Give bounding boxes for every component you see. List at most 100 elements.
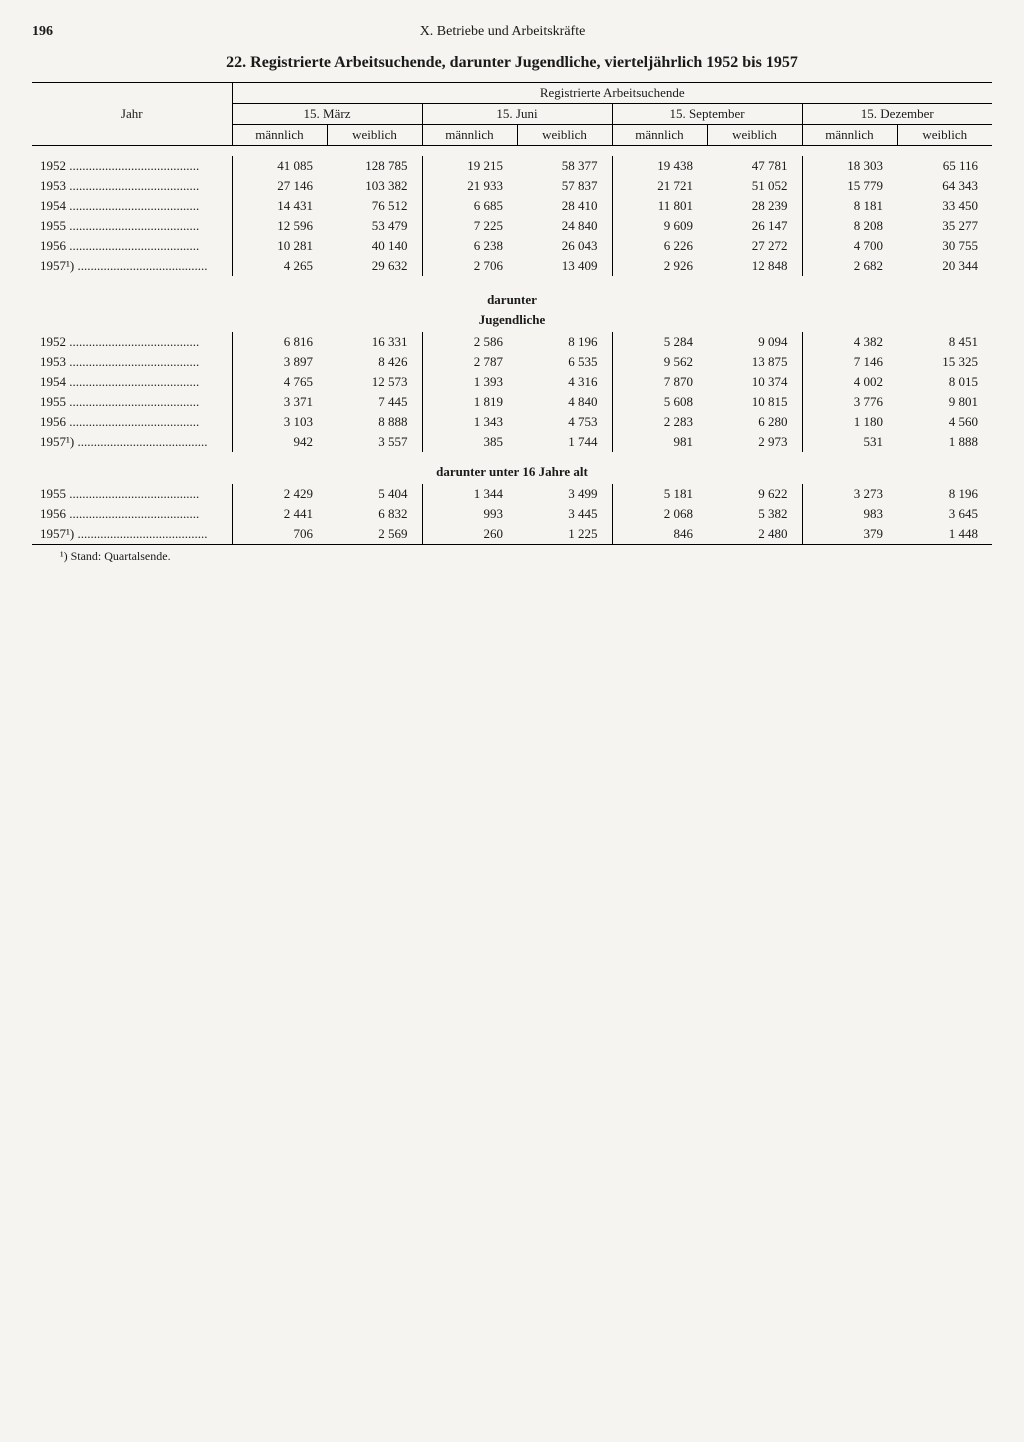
value-cell: 1 343	[422, 412, 517, 432]
chapter-title: X. Betriebe und Arbeitskräfte	[53, 24, 952, 40]
year-cell: 1953 ...................................…	[32, 352, 232, 372]
value-cell: 5 284	[612, 332, 707, 352]
value-cell: 6 280	[707, 412, 802, 432]
value-cell: 26 147	[707, 216, 802, 236]
year-cell: 1954 ...................................…	[32, 372, 232, 392]
table-row: 1955 ...................................…	[32, 484, 992, 504]
value-cell: 3 499	[517, 484, 612, 504]
sex-m-2: männlich	[612, 125, 707, 146]
value-cell: 1 888	[897, 432, 992, 452]
value-cell: 3 103	[232, 412, 327, 432]
sex-w-1: weiblich	[517, 125, 612, 146]
page-number: 196	[32, 24, 53, 40]
value-cell: 531	[802, 432, 897, 452]
value-cell: 1 393	[422, 372, 517, 392]
value-cell: 53 479	[327, 216, 422, 236]
year-cell: 1956 ...................................…	[32, 504, 232, 524]
table-body: 1952 ...................................…	[32, 146, 992, 545]
value-cell: 6 816	[232, 332, 327, 352]
value-cell: 2 787	[422, 352, 517, 372]
year-cell: 1954 ...................................…	[32, 196, 232, 216]
value-cell: 4 265	[232, 256, 327, 276]
value-cell: 3 897	[232, 352, 327, 372]
value-cell: 2 706	[422, 256, 517, 276]
date-header-0: 15. März	[232, 104, 422, 125]
value-cell: 26 043	[517, 236, 612, 256]
table-row: 1956 ...................................…	[32, 504, 992, 524]
value-cell: 4 765	[232, 372, 327, 392]
value-cell: 64 343	[897, 176, 992, 196]
year-cell: 1957¹) .................................…	[32, 256, 232, 276]
value-cell: 1 448	[897, 524, 992, 544]
value-cell: 4 753	[517, 412, 612, 432]
year-cell: 1952 ...................................…	[32, 156, 232, 176]
value-cell: 9 622	[707, 484, 802, 504]
value-cell: 7 445	[327, 392, 422, 412]
value-cell: 6 238	[422, 236, 517, 256]
value-cell: 6 535	[517, 352, 612, 372]
value-cell: 21 933	[422, 176, 517, 196]
year-cell: 1956 ...................................…	[32, 236, 232, 256]
value-cell: 8 196	[517, 332, 612, 352]
table-row: 1952 ...................................…	[32, 332, 992, 352]
value-cell: 19 215	[422, 156, 517, 176]
value-cell: 2 429	[232, 484, 327, 504]
value-cell: 3 557	[327, 432, 422, 452]
value-cell: 3 645	[897, 504, 992, 524]
value-cell: 8 888	[327, 412, 422, 432]
year-cell: 1956 ...................................…	[32, 412, 232, 432]
value-cell: 4 840	[517, 392, 612, 412]
value-cell: 8 208	[802, 216, 897, 236]
value-cell: 6 226	[612, 236, 707, 256]
value-cell: 5 404	[327, 484, 422, 504]
table-row: 1957¹) .................................…	[32, 256, 992, 276]
value-cell: 3 445	[517, 504, 612, 524]
value-cell: 385	[422, 432, 517, 452]
value-cell: 128 785	[327, 156, 422, 176]
table-row: 1954 ...................................…	[32, 196, 992, 216]
value-cell: 8 426	[327, 352, 422, 372]
page-header: 196 X. Betriebe und Arbeitskräfte	[32, 24, 992, 40]
sex-w-2: weiblich	[707, 125, 802, 146]
section-heading: darunter unter 16 Jahre alt	[32, 462, 992, 484]
year-cell: 1955 ...................................…	[32, 392, 232, 412]
sex-m-0: männlich	[232, 125, 327, 146]
value-cell: 27 146	[232, 176, 327, 196]
value-cell: 16 331	[327, 332, 422, 352]
col-header-year: Jahr	[32, 83, 232, 146]
value-cell: 12 848	[707, 256, 802, 276]
value-cell: 942	[232, 432, 327, 452]
table-row: 1956 ...................................…	[32, 236, 992, 256]
value-cell: 2 283	[612, 412, 707, 432]
value-cell: 13 409	[517, 256, 612, 276]
value-cell: 103 382	[327, 176, 422, 196]
data-table: Jahr Registrierte Arbeitsuchende 15. Mär…	[32, 82, 992, 545]
section-heading: Jugendliche	[32, 310, 992, 332]
value-cell: 15 779	[802, 176, 897, 196]
value-cell: 7 870	[612, 372, 707, 392]
value-cell: 2 586	[422, 332, 517, 352]
value-cell: 8 181	[802, 196, 897, 216]
value-cell: 1 819	[422, 392, 517, 412]
table-row: 1953 ...................................…	[32, 352, 992, 372]
year-cell: 1957¹) .................................…	[32, 432, 232, 452]
value-cell: 9 801	[897, 392, 992, 412]
value-cell: 706	[232, 524, 327, 544]
value-cell: 57 837	[517, 176, 612, 196]
value-cell: 19 438	[612, 156, 707, 176]
value-cell: 35 277	[897, 216, 992, 236]
sex-m-3: männlich	[802, 125, 897, 146]
value-cell: 14 431	[232, 196, 327, 216]
value-cell: 21 721	[612, 176, 707, 196]
value-cell: 983	[802, 504, 897, 524]
year-cell: 1955 ...................................…	[32, 484, 232, 504]
value-cell: 1 225	[517, 524, 612, 544]
table-row: 1954 ...................................…	[32, 372, 992, 392]
value-cell: 10 815	[707, 392, 802, 412]
value-cell: 260	[422, 524, 517, 544]
section-heading: darunter	[32, 286, 992, 310]
value-cell: 27 272	[707, 236, 802, 256]
table-row: 1952 ...................................…	[32, 156, 992, 176]
value-cell: 9 562	[612, 352, 707, 372]
year-cell: 1955 ...................................…	[32, 216, 232, 236]
